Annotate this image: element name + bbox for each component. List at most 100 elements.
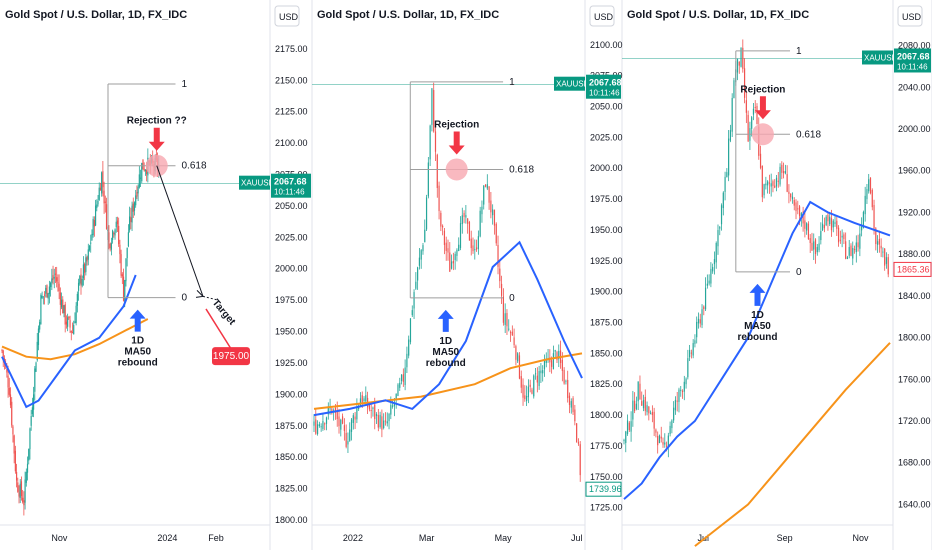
candle-body bbox=[390, 405, 392, 415]
candle-body bbox=[630, 421, 632, 432]
candle-body bbox=[843, 234, 845, 240]
candle-body bbox=[76, 293, 78, 306]
candle-body bbox=[14, 450, 16, 472]
rejection-label: Rejection ?? bbox=[127, 116, 187, 127]
candle-body bbox=[678, 389, 680, 402]
candle-body bbox=[533, 375, 535, 397]
candle-body bbox=[492, 209, 494, 216]
candle-body bbox=[807, 223, 810, 240]
candle-body bbox=[667, 435, 669, 448]
candle-body bbox=[75, 305, 77, 323]
candle-body bbox=[65, 321, 68, 325]
candle-body bbox=[379, 414, 381, 428]
candle-body bbox=[459, 223, 462, 248]
candle-body bbox=[57, 282, 59, 284]
candle-body bbox=[811, 242, 813, 251]
candle-body bbox=[859, 233, 861, 249]
y-tick-label: 2175.00 bbox=[275, 44, 308, 54]
y-tick-label: 2000.00 bbox=[275, 264, 308, 274]
candle-body bbox=[130, 217, 132, 222]
candle-body bbox=[878, 238, 880, 245]
candle-body bbox=[345, 432, 347, 447]
candle-body bbox=[728, 138, 730, 176]
candle-body bbox=[63, 305, 65, 314]
candle-body bbox=[511, 331, 513, 336]
candle-body bbox=[458, 244, 460, 251]
candle-body bbox=[650, 413, 652, 415]
candle-body bbox=[756, 106, 758, 125]
rebound-arrow bbox=[129, 309, 146, 332]
price-tag-value: 2067.68 bbox=[274, 177, 307, 187]
candle-body bbox=[751, 117, 753, 129]
candle-body bbox=[347, 441, 349, 445]
x-tick-label: Nov bbox=[51, 533, 68, 543]
candle-body bbox=[315, 419, 317, 434]
rebound-arrow bbox=[749, 283, 766, 306]
candle-body bbox=[73, 324, 75, 335]
candle-body bbox=[365, 395, 367, 402]
candle-body bbox=[384, 420, 387, 422]
candle-body bbox=[501, 283, 503, 296]
candle-body bbox=[736, 58, 739, 73]
target-price-tag-value: 1975.00 bbox=[213, 351, 250, 362]
y-tick-label: 2000.00 bbox=[590, 163, 623, 173]
candle-body bbox=[125, 258, 127, 282]
candle-body bbox=[841, 235, 843, 238]
currency-label: USD bbox=[902, 12, 922, 22]
y-tick-label: 1760.00 bbox=[898, 374, 931, 384]
candle-body bbox=[129, 216, 131, 231]
panel-title: Gold Spot / U.S. Dollar, 1D, FX_IDC bbox=[317, 9, 499, 21]
candle-body bbox=[726, 172, 728, 178]
candle-body bbox=[674, 399, 677, 411]
candle-body bbox=[29, 428, 31, 450]
candle-body bbox=[784, 171, 786, 174]
rejection-label: Rejection bbox=[740, 84, 785, 95]
fib-level-label: 0 bbox=[796, 267, 802, 278]
last-price-tag-bg bbox=[585, 481, 622, 497]
candle-body bbox=[767, 181, 769, 186]
candle-body bbox=[774, 185, 776, 188]
candle-body bbox=[665, 445, 668, 447]
candle-body bbox=[517, 353, 519, 362]
candle-body bbox=[404, 367, 406, 385]
currency-button[interactable] bbox=[274, 5, 300, 27]
panel-title: Gold Spot / U.S. Dollar, 1D, FX_IDC bbox=[5, 9, 187, 21]
ma200-line bbox=[694, 342, 891, 547]
candle-body bbox=[706, 283, 708, 286]
ma50-line bbox=[623, 200, 891, 500]
candle-body bbox=[845, 241, 847, 259]
target-price-tag-bg bbox=[212, 347, 250, 366]
price-tag-value: 2067.68 bbox=[897, 51, 930, 61]
candle-body bbox=[837, 227, 840, 243]
candle-body bbox=[124, 279, 126, 303]
candle-body bbox=[662, 441, 664, 445]
y-tick-label: 1825.00 bbox=[275, 484, 308, 494]
candle-body bbox=[495, 223, 497, 244]
candle-body bbox=[352, 415, 354, 423]
candle-body bbox=[814, 239, 817, 255]
candle-body bbox=[58, 283, 60, 292]
candle-body bbox=[144, 170, 147, 172]
candle-body bbox=[772, 181, 774, 186]
y-tick-label: 1950.00 bbox=[590, 225, 623, 235]
candle-body bbox=[499, 268, 501, 282]
candle-body bbox=[454, 253, 456, 261]
candle-body bbox=[551, 360, 553, 367]
candle-body bbox=[443, 230, 446, 245]
rebound-note-line: 1D bbox=[751, 310, 764, 321]
candle-body bbox=[864, 195, 866, 215]
candle-body bbox=[34, 368, 36, 392]
candle-body bbox=[635, 403, 638, 410]
candle-body bbox=[442, 225, 444, 228]
candle-body bbox=[383, 420, 385, 428]
x-tick-label: Sep bbox=[777, 533, 793, 543]
candle-body bbox=[56, 277, 58, 282]
candle-body bbox=[350, 419, 353, 432]
currency-button[interactable] bbox=[897, 5, 923, 27]
projection-dashed-line bbox=[202, 295, 219, 301]
candle-body bbox=[30, 416, 32, 426]
price-tag-symbol: XAUUSD bbox=[556, 80, 590, 89]
fib-level-label: 1 bbox=[796, 46, 802, 57]
currency-button[interactable] bbox=[589, 5, 615, 27]
candle-body bbox=[400, 375, 403, 381]
